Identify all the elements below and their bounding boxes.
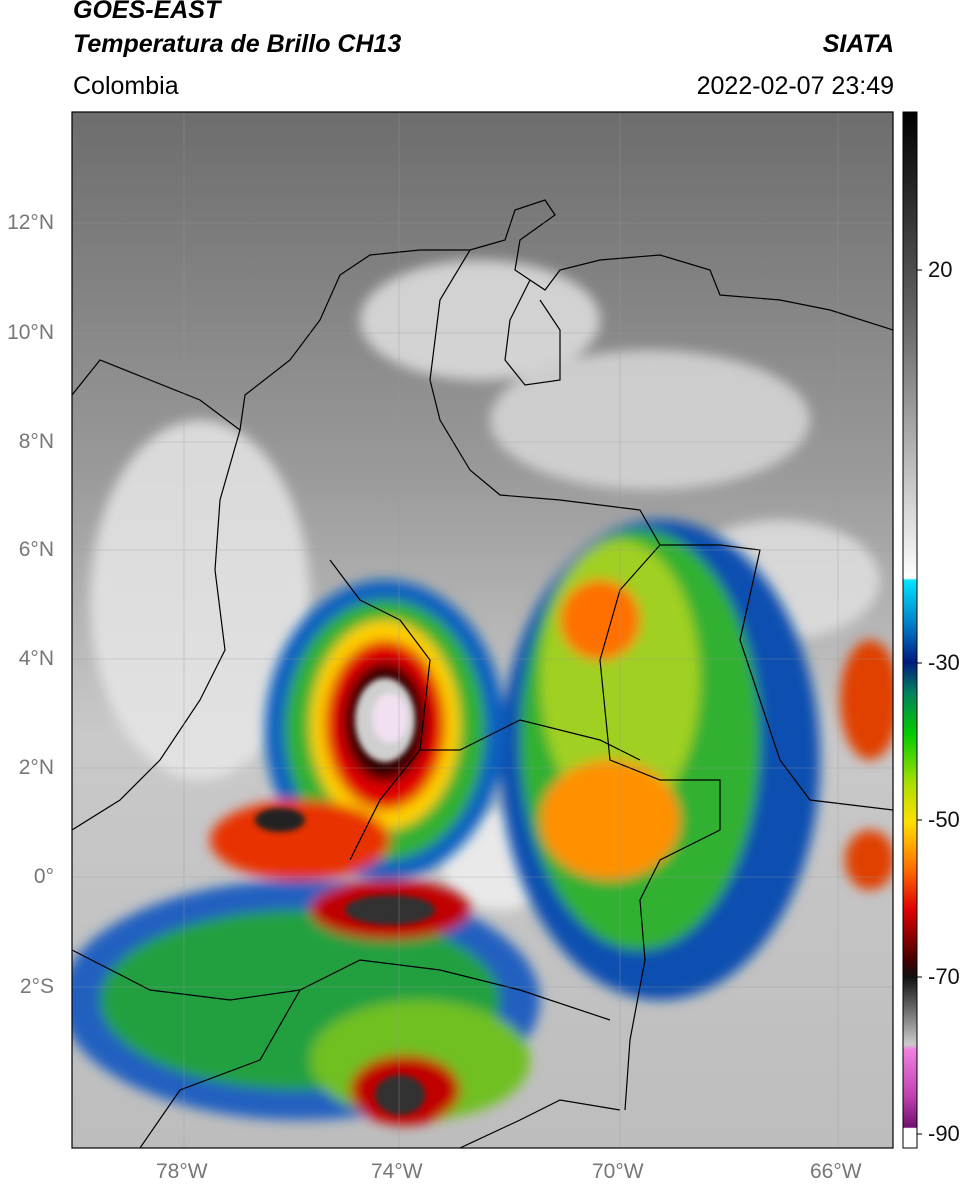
lon-label: 70°W <box>592 1160 644 1183</box>
lat-label: 6°N <box>18 538 54 561</box>
lon-label: 74°W <box>371 1160 423 1183</box>
lon-label: 78°W <box>156 1160 208 1183</box>
region: Colombia <box>73 72 179 100</box>
colorbar-tick: -30 <box>928 650 960 675</box>
lat-label: 0° <box>33 865 54 888</box>
lon-label: 66°W <box>810 1160 862 1183</box>
borders <box>72 199 893 1148</box>
title: GOES-EAST <box>73 0 221 24</box>
subtitle: Temperatura de Brillo CH13 <box>73 30 402 58</box>
colorbar-tick: -50 <box>928 807 960 832</box>
lat-label: 2°S <box>19 975 54 998</box>
datetime: 2022-02-07 23:49 <box>696 72 894 100</box>
lat-label: 4°N <box>18 647 54 670</box>
colorbar-tick: -70 <box>928 964 960 989</box>
colorbar <box>902 111 918 1149</box>
colorbar-tick: -90 <box>928 1121 960 1146</box>
lat-label: 8°N <box>18 430 54 453</box>
lat-label: 10°N <box>7 321 54 344</box>
lat-label: 2°N <box>18 756 54 779</box>
graticule <box>72 112 893 1148</box>
satellite-image <box>72 112 893 1148</box>
lat-label: 12°N <box>7 211 54 234</box>
agency: SIATA <box>822 30 894 58</box>
colorbar-tick: 20 <box>928 257 953 282</box>
